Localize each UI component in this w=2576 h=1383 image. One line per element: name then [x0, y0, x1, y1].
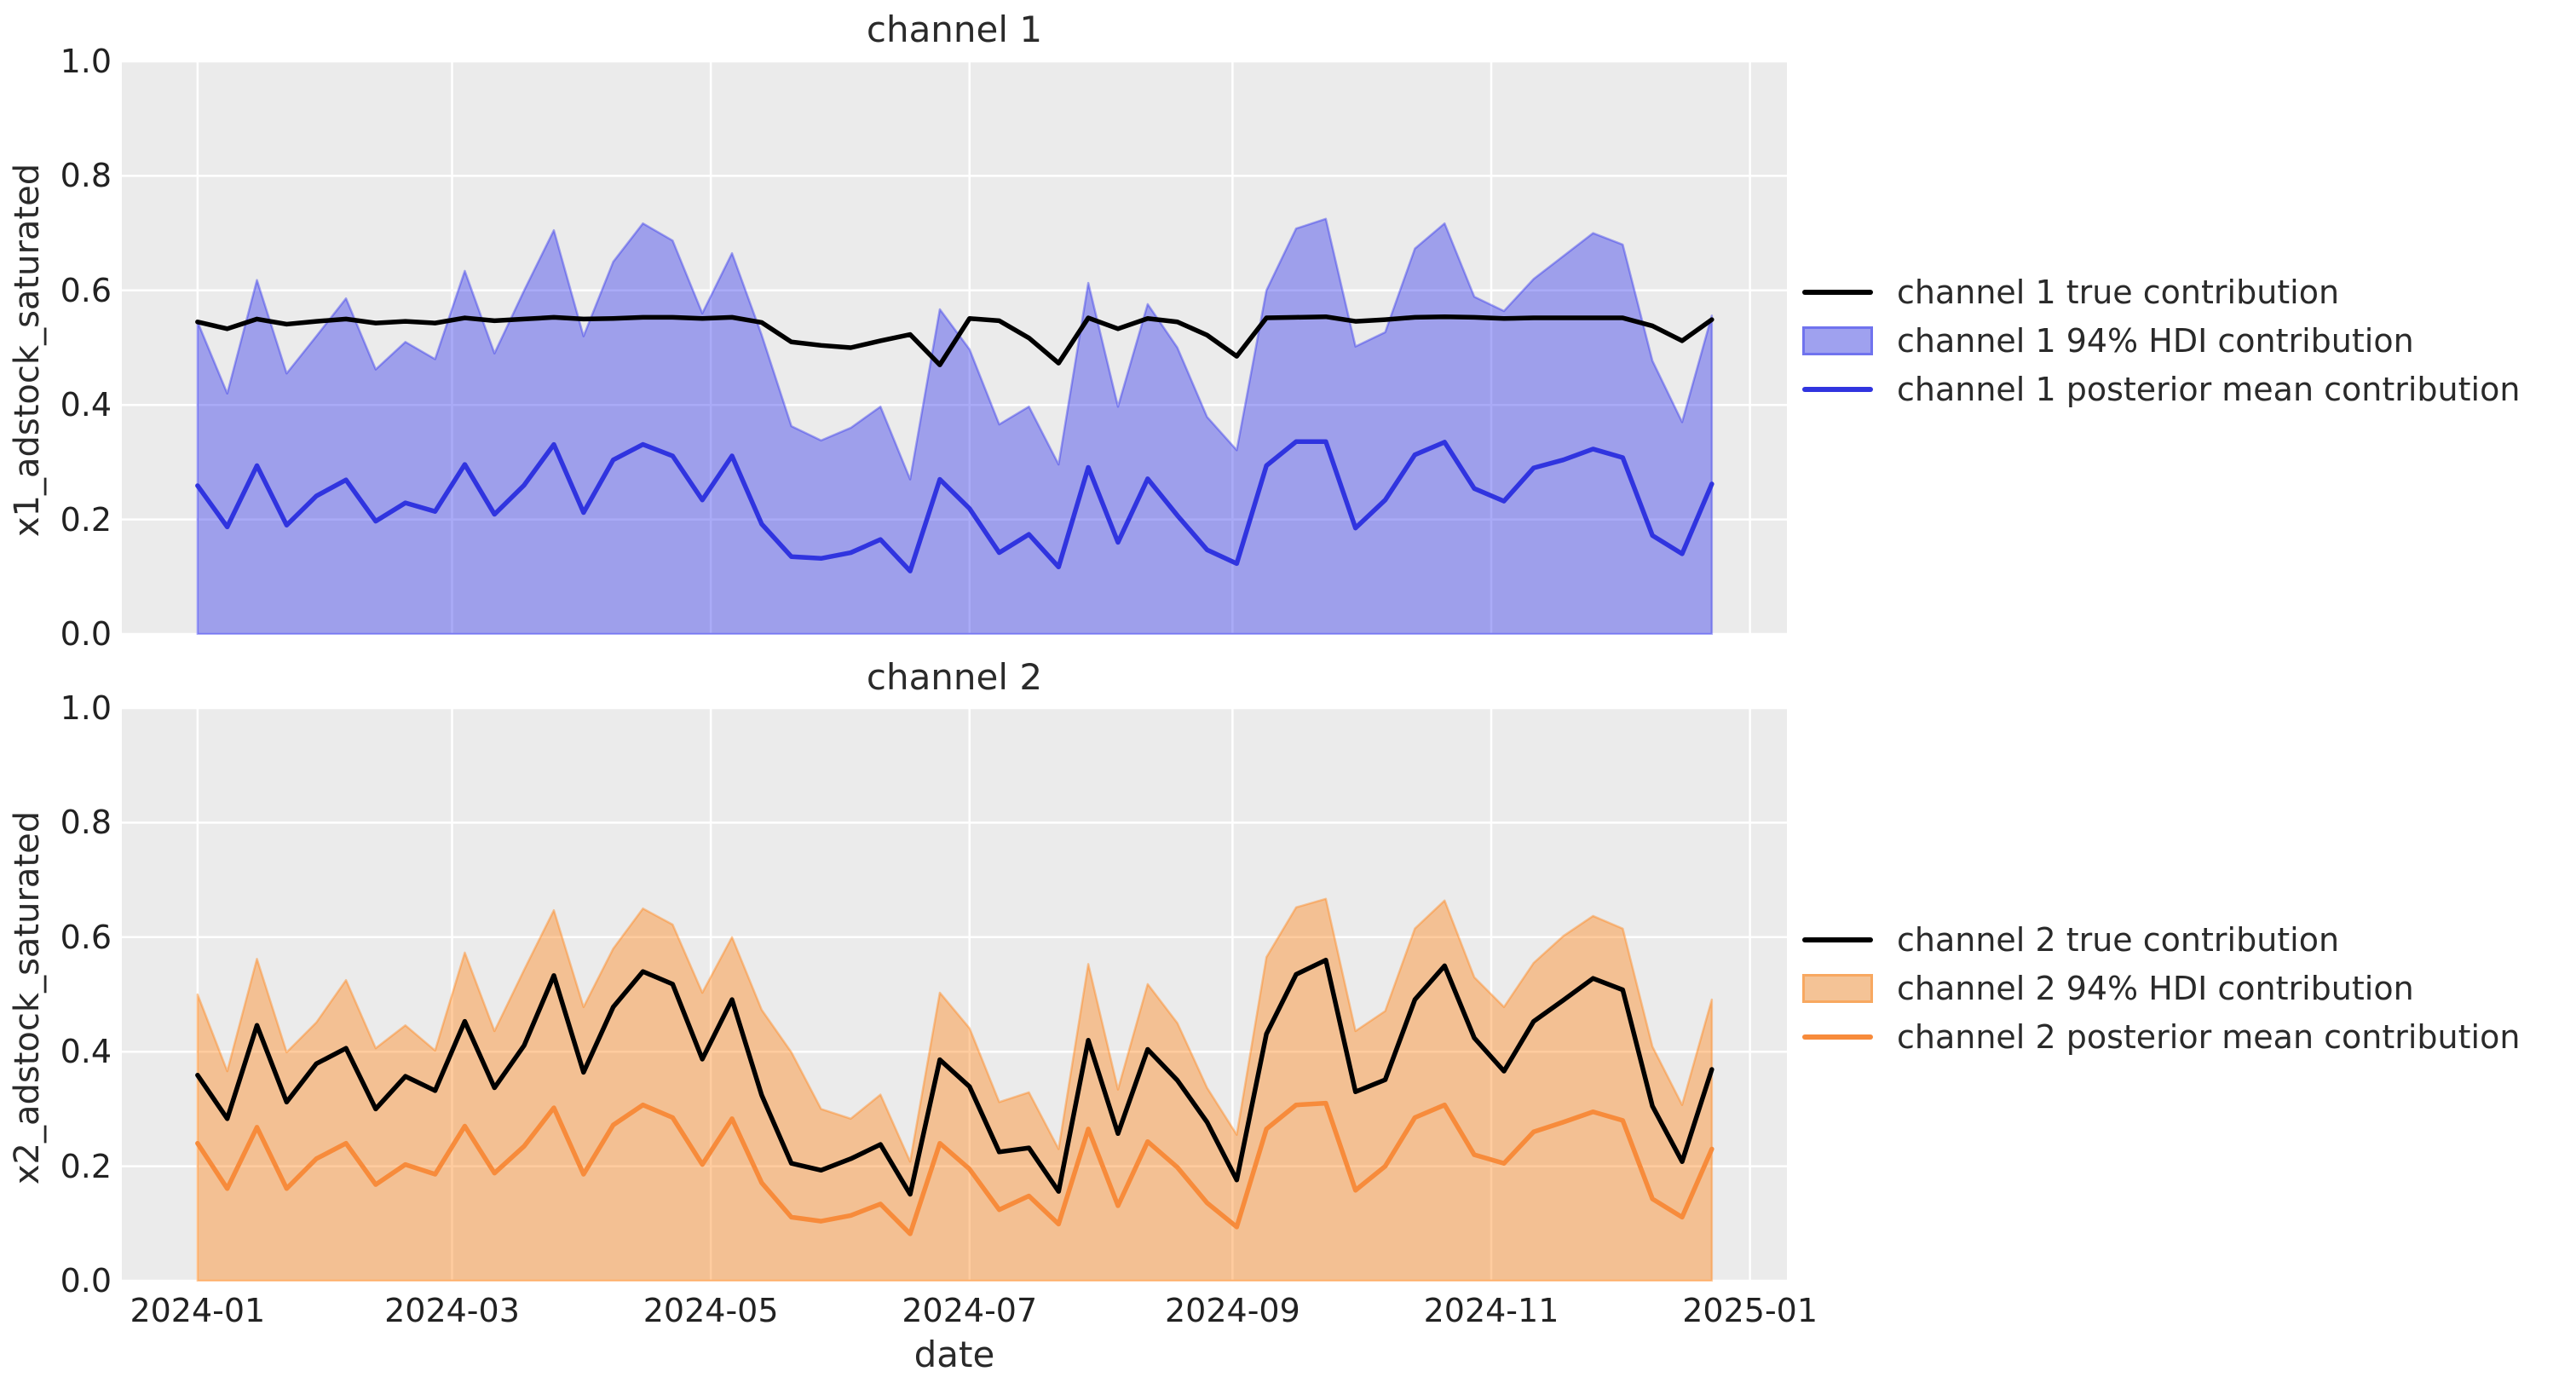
hdi-band — [196, 217, 1714, 635]
y-axis-label-1: x1_adstock_saturated — [8, 163, 47, 538]
posterior-mean-line-swatch — [1802, 386, 1873, 392]
x-tick-label: 2024-03 — [384, 1292, 520, 1329]
y-tick-label: 0.0 — [60, 1262, 112, 1299]
true-line-swatch — [1802, 289, 1873, 295]
chart1-title: channel 1 — [866, 9, 1043, 50]
y-tick-label: 0.6 — [60, 918, 112, 956]
y-tick-label: 0.4 — [60, 1033, 112, 1071]
posterior-mean-line — [195, 439, 1714, 573]
legend-label: channel 2 94% HDI contribution — [1897, 969, 2414, 1007]
y-tick-label: 0.6 — [60, 271, 112, 309]
y-tick-label: 0.8 — [60, 157, 112, 195]
hdi-band-swatch — [1802, 326, 1873, 355]
legend-item: channel 2 94% HDI contribution — [1802, 969, 2520, 1007]
legend-label: channel 1 true contribution — [1897, 273, 2340, 311]
channel-1-plot — [122, 61, 1787, 635]
legend-label: channel 1 94% HDI contribution — [1897, 321, 2414, 360]
y-tick-label: 1.0 — [60, 43, 112, 80]
legend-label: channel 1 posterior mean contribution — [1897, 370, 2521, 408]
legend-item: channel 2 posterior mean contribution — [1802, 1017, 2521, 1056]
legend-item: channel 2 true contribution — [1802, 920, 2520, 959]
x-tick-label: 2024-01 — [130, 1292, 266, 1329]
posterior-mean-line — [195, 1100, 1714, 1236]
legend-item: channel 1 94% HDI contribution — [1802, 321, 2520, 360]
x-tick-label: 2025-01 — [1682, 1292, 1818, 1329]
true-line-swatch — [1802, 936, 1873, 942]
posterior-mean-line-swatch — [1802, 1034, 1873, 1040]
y-tick-label: 1.0 — [60, 689, 112, 727]
legend-label: channel 2 posterior mean contribution — [1897, 1017, 2521, 1056]
legend-channel-2: channel 2 true contribution channel 2 94… — [1802, 920, 2521, 1056]
true-contribution-line — [195, 957, 1714, 1197]
hdi-band-swatch — [1802, 973, 1873, 1003]
x-tick-label: 2024-11 — [1423, 1292, 1559, 1329]
x-tick-label: 2024-09 — [1164, 1292, 1300, 1329]
legend-item: channel 1 true contribution — [1802, 273, 2520, 311]
y-tick-label: 0.8 — [60, 804, 112, 842]
axes-channel-1 — [122, 61, 1787, 635]
y-tick-label: 0.0 — [60, 615, 112, 653]
x-tick-label: 2024-07 — [902, 1292, 1038, 1329]
legend-item: channel 1 posterior mean contribution — [1802, 370, 2521, 408]
true-contribution-line — [195, 314, 1714, 367]
x-axis-label: date — [913, 1334, 995, 1375]
x-tick-label: 2024-05 — [643, 1292, 779, 1329]
y-tick-label: 0.2 — [60, 500, 112, 539]
axes-channel-2 — [122, 709, 1787, 1282]
y-tick-label: 0.2 — [60, 1147, 112, 1185]
chart2-title: channel 2 — [866, 656, 1043, 698]
channel-2-plot — [122, 709, 1787, 1282]
legend-channel-1: channel 1 true contribution channel 1 94… — [1802, 273, 2521, 408]
legend-label: channel 2 true contribution — [1897, 920, 2340, 959]
y-tick-label: 0.4 — [60, 386, 112, 424]
y-axis-label-2: x2_adstock_saturated — [8, 810, 47, 1185]
